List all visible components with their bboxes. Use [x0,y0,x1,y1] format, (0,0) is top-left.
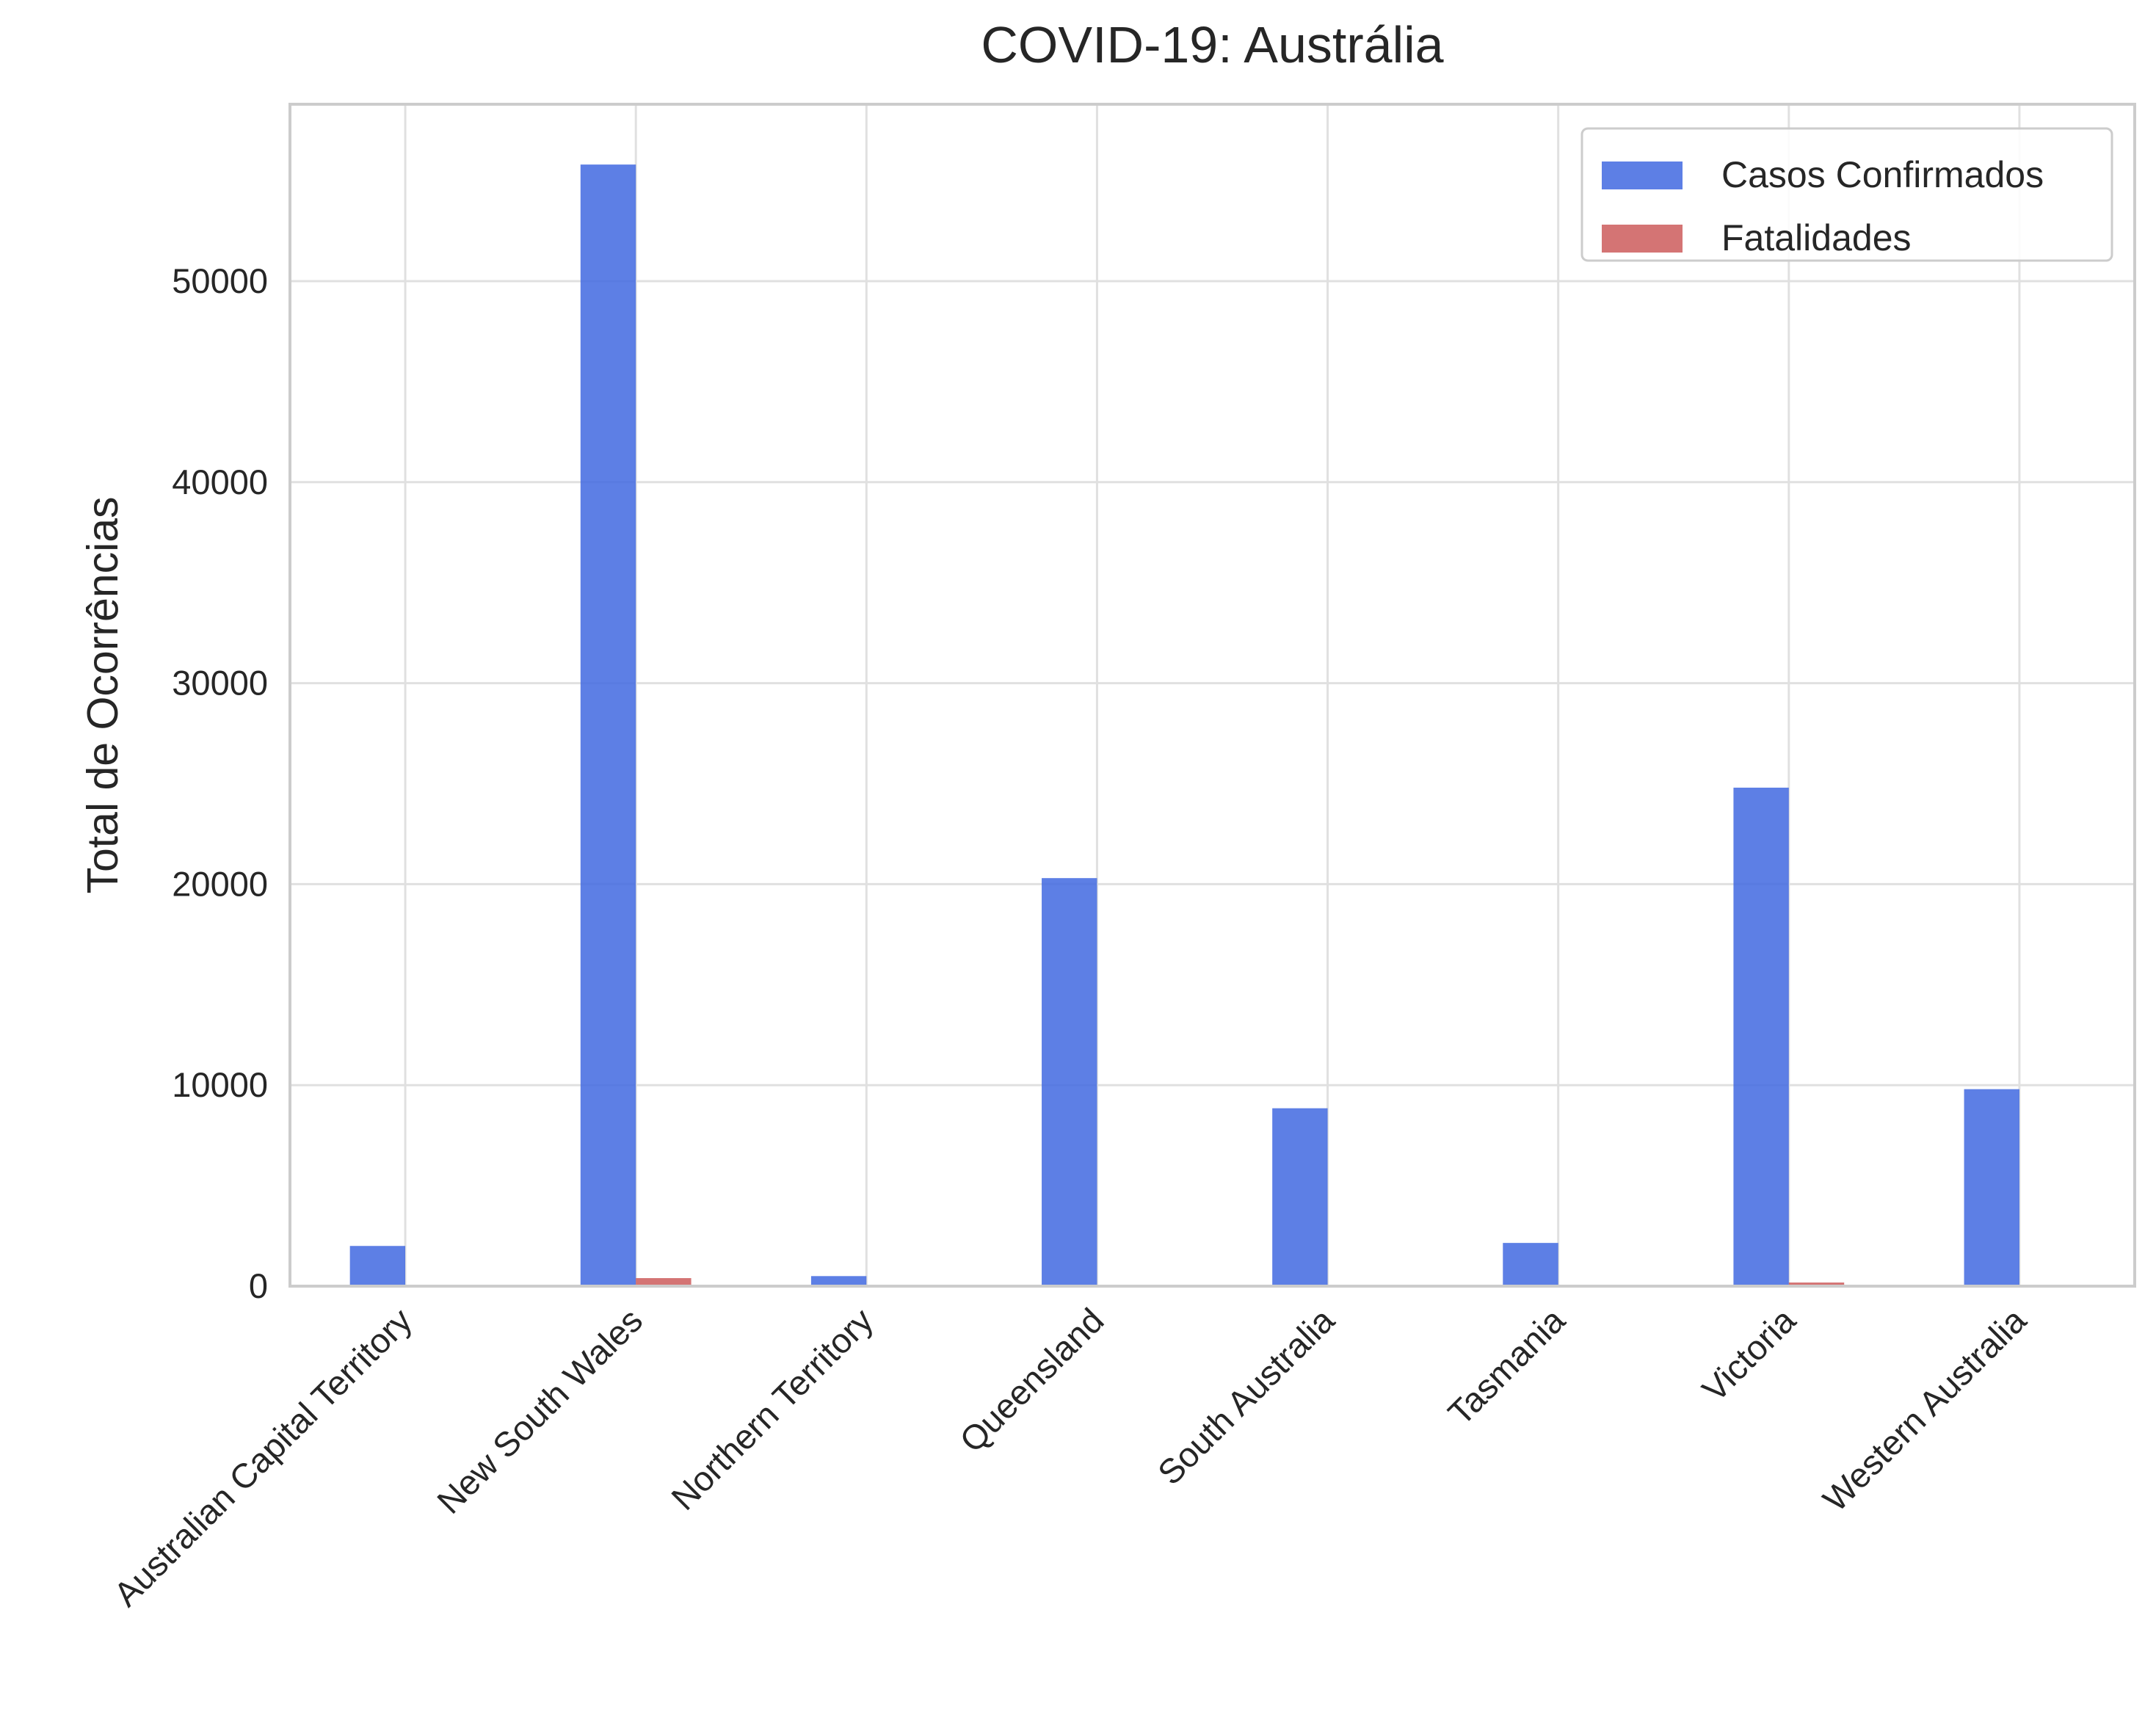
bars [349,164,2075,1287]
bar-casos-confirmados [1964,1089,2019,1286]
legend-label: Fatalidades [1721,217,1912,258]
bar-casos-confirmados [1503,1243,1558,1286]
legend-box [1580,127,2113,262]
bar-casos-confirmados [810,1276,867,1286]
y-tick-label: 20000 [172,864,268,903]
y-tick-label: 0 [249,1266,268,1305]
bar-fatalidades [1788,1282,1845,1286]
bar-casos-confirmados [1733,787,1789,1286]
y-tick-label: 30000 [172,664,268,703]
legend-swatch [1602,225,1683,253]
y-tick-label: 40000 [172,462,268,501]
bar-casos-confirmados [1042,878,1097,1286]
y-tick-label: 50000 [172,261,268,300]
bar-casos-confirmados [349,1246,406,1286]
legend-label: Casos Confirmados [1721,154,2044,195]
y-axis-label: Total de Ocorrências [79,496,127,893]
legend-swatch [1602,162,1683,189]
bar-fatalidades [636,1278,692,1286]
plot-frame [288,103,2136,1288]
bar-casos-confirmados [580,164,636,1287]
chart-title: COVID-19: Austrália [981,16,1443,73]
y-tick-label: 10000 [172,1065,268,1104]
bar-casos-confirmados [1272,1108,1328,1286]
legend: Casos Confirmados Fatalidades [1580,127,2113,262]
